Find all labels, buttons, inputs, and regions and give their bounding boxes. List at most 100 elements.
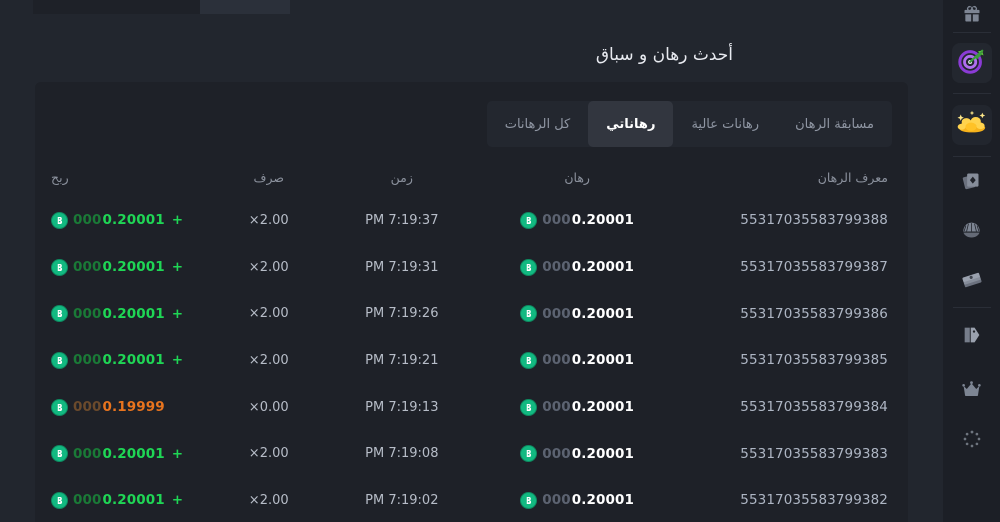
currency-coin-icon: [51, 491, 69, 509]
table-row[interactable]: 55317035583799388 0.20001 000 7:19:37 PM 2.0…: [49, 197, 894, 244]
table-header-row: معرف الرهان رهان زمن صرف ربح: [49, 157, 894, 197]
bet-profit: +0.20001 000: [51, 258, 184, 276]
dartboard-icon: [957, 46, 987, 80]
profit-tail: 000: [73, 492, 102, 509]
top-tab-active[interactable]: [200, 0, 290, 14]
profit-tail: 000: [73, 305, 102, 322]
table-row[interactable]: 55317035583799387 0.20001 000 7:19:31 PM 2.0…: [49, 244, 894, 291]
bet-time: 7:19:26 PM: [365, 306, 439, 322]
bet-multiplier: 2.00×: [248, 306, 289, 322]
bet-amount-tail: 000: [542, 399, 571, 416]
table-row[interactable]: 55317035583799384 0.20001 000 7:19:13 PM 0.0…: [49, 384, 894, 431]
profit-sign: +: [171, 212, 184, 229]
bet-time: 7:19:13 PM: [365, 399, 439, 415]
sidebar-item-vip[interactable]: [943, 366, 1000, 416]
bet-amount-lead: 0.20001: [571, 259, 634, 276]
bet-amount: 0.20001 000: [520, 351, 634, 369]
currency-coin-icon: [520, 258, 538, 276]
currency-coin-icon: [520, 351, 538, 369]
bets-table: معرف الرهان رهان زمن صرف ربح 55317035583…: [35, 157, 908, 522]
tab-all-bets[interactable]: كل الرهانات: [504, 116, 571, 132]
dartboard-tile: [951, 43, 992, 83]
bets-tabs: مسابقة الرهان رهانات عالية رهاناتي كل ال…: [486, 101, 892, 147]
column-header-bet: رهان: [564, 169, 590, 185]
bet-amount-tail: 000: [542, 445, 571, 462]
bet-amount-lead: 0.20001: [571, 212, 634, 229]
profit-lead: 0.20001: [102, 212, 165, 229]
sidebar-item-loading[interactable]: [943, 416, 1000, 466]
bet-amount-tail: 000: [542, 352, 571, 369]
profit-sign: +: [171, 305, 184, 322]
bet-multiplier: 2.00×: [248, 492, 289, 508]
bet-amount: 0.20001 000: [520, 445, 634, 463]
bet-amount: 0.20001 000: [520, 258, 634, 276]
bet-profit: +0.20001 000: [51, 491, 183, 509]
currency-coin-icon: [51, 398, 69, 416]
column-header-id: معرف الرهان: [817, 169, 888, 185]
diamond-cards-icon: [961, 170, 982, 195]
table-row[interactable]: 55317035583799382 0.20001 000 7:19:02 PM 2.0…: [49, 477, 894, 522]
profit-tail: 000: [73, 445, 102, 462]
tab-my-bets[interactable]: رهاناتي: [588, 101, 674, 147]
sidebar-divider-2: [952, 93, 991, 94]
table-body: 55317035583799388 0.20001 000 7:19:37 PM 2.0…: [49, 197, 894, 522]
main-content: أحدث رهان و سباق مسابقة الرهان رهانات عا…: [0, 0, 943, 522]
bet-time: 7:19:37 PM: [365, 212, 439, 228]
bet-amount-lead: 0.20001: [571, 399, 634, 416]
sidebar-item-casino[interactable]: [943, 157, 1000, 207]
currency-coin-icon: [520, 491, 538, 509]
top-tab-inactive[interactable]: [33, 0, 200, 14]
bet-time: 7:19:02 PM: [365, 492, 439, 508]
sidebar-item-live-casino[interactable]: [943, 207, 1000, 257]
bet-id: 55317035583799384: [740, 399, 888, 416]
profit-tail: 000: [73, 399, 102, 416]
profit-sign: +: [171, 445, 184, 462]
profit-lead: 0.20001: [102, 445, 165, 462]
bet-amount: 0.20001 000: [520, 211, 634, 229]
coins-icon: [956, 108, 988, 142]
table-row[interactable]: 55317035583799386 0.20001 000 7:19:26 PM 2.0…: [49, 290, 894, 337]
page-title: أحدث رهان و سباق: [595, 45, 733, 65]
bet-profit: +0.20001 000: [51, 211, 184, 229]
profit-sign: +: [171, 259, 184, 276]
profit-sign: +: [171, 352, 184, 369]
bet-time: 7:19:21 PM: [365, 352, 439, 368]
column-header-profit: ربح: [51, 169, 69, 185]
bet-id: 55317035583799386: [740, 305, 888, 322]
table-row[interactable]: 55317035583799385 0.20001 000 7:19:21 PM 2.0…: [49, 337, 894, 384]
profit-tail: 000: [73, 259, 102, 276]
profit-lead: 0.20001: [102, 305, 165, 322]
bet-amount-tail: 000: [542, 492, 571, 509]
profit-tail: 000: [73, 352, 102, 369]
currency-coin-icon: [520, 305, 538, 323]
bets-panel: مسابقة الرهان رهانات عالية رهاناتي كل ال…: [35, 82, 908, 522]
sidebar-item-sports[interactable]: [943, 257, 1000, 307]
bet-multiplier: 2.00×: [248, 212, 289, 228]
profit-lead: 0.20001: [102, 259, 165, 276]
sidebar-item-dartboard[interactable]: [943, 33, 1000, 93]
bet-id: 55317035583799385: [740, 352, 888, 369]
currency-coin-icon: [51, 445, 69, 463]
tags-icon: [961, 324, 983, 350]
bet-amount-tail: 000: [542, 212, 571, 229]
profit-lead: 0.20001: [102, 492, 165, 509]
sidebar-divider-1: [952, 32, 991, 33]
currency-coin-icon: [51, 305, 69, 323]
left-sidebar: [943, 0, 1000, 522]
bet-amount-lead: 0.20001: [571, 445, 634, 462]
sidebar-item-coins[interactable]: [943, 94, 1000, 156]
tab-high-bets[interactable]: رهانات عالية: [691, 116, 760, 132]
bet-id: 55317035583799387: [740, 259, 888, 276]
bet-amount-lead: 0.20001: [571, 305, 634, 322]
bet-amount: 0.20001 000: [520, 398, 634, 416]
bet-id: 55317035583799383: [740, 445, 888, 462]
currency-coin-icon: [51, 258, 69, 276]
table-row[interactable]: 55317035583799383 0.20001 000 7:19:08 PM 2.0…: [49, 430, 894, 477]
bet-amount: 0.20001 000: [520, 491, 634, 509]
sidebar-item-promotions[interactable]: [943, 308, 1000, 366]
currency-coin-icon: [520, 398, 538, 416]
tab-bet-contest[interactable]: مسابقة الرهان: [795, 116, 874, 132]
bet-amount-tail: 000: [542, 259, 571, 276]
sidebar-item-gift[interactable]: [943, 0, 1000, 32]
